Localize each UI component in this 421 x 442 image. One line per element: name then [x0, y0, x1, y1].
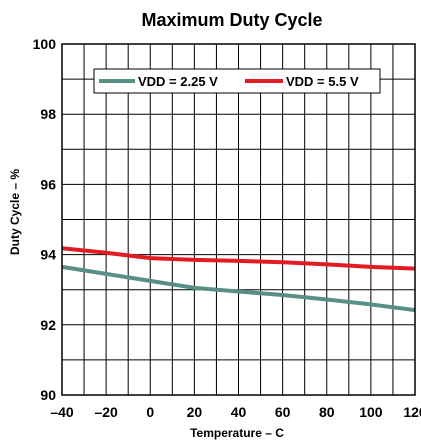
series-line-vdd-5-5: [61, 246, 416, 271]
series-lines: [61, 246, 416, 313]
grid: [61, 43, 416, 396]
x-tick-label: 0: [146, 404, 154, 420]
x-axis-label: Temperature – C: [190, 426, 284, 440]
y-tick-label: 100: [33, 36, 57, 52]
x-tick-label: 80: [319, 404, 335, 420]
y-tick-label: 96: [40, 176, 56, 192]
x-tick-label: 40: [231, 404, 247, 420]
x-tick-label: 120: [403, 404, 421, 420]
chart-title: Maximum Duty Cycle: [141, 10, 322, 30]
x-tick-label: 60: [275, 404, 291, 420]
x-tick-labels: –40 –20 0 20 40 60 80 100 120: [50, 404, 421, 420]
plot-frame: [61, 43, 416, 396]
legend-label-vdd-2-25: VDD = 2.25 V: [138, 74, 218, 89]
legend-box: [93, 68, 381, 94]
plot-border: [61, 43, 416, 396]
legend-label-vdd-5-5: VDD = 5.5 V: [286, 74, 359, 89]
series-line-vdd-2-25: [61, 264, 416, 313]
x-tick-label: 100: [359, 404, 383, 420]
y-axis-label: Duty Cycle – %: [8, 169, 22, 255]
y-tick-labels: 90 92 94 96 98 100: [33, 36, 57, 403]
y-tick-label: 94: [40, 247, 56, 263]
y-tick-label: 98: [40, 106, 56, 122]
x-tick-label: –20: [94, 404, 118, 420]
y-tick-label: 90: [40, 387, 56, 403]
y-tick-label: 92: [40, 317, 56, 333]
legend: VDD = 2.25 V VDD = 5.5 V: [93, 68, 381, 94]
x-tick-label: –40: [50, 404, 74, 420]
x-tick-label: 20: [187, 404, 203, 420]
